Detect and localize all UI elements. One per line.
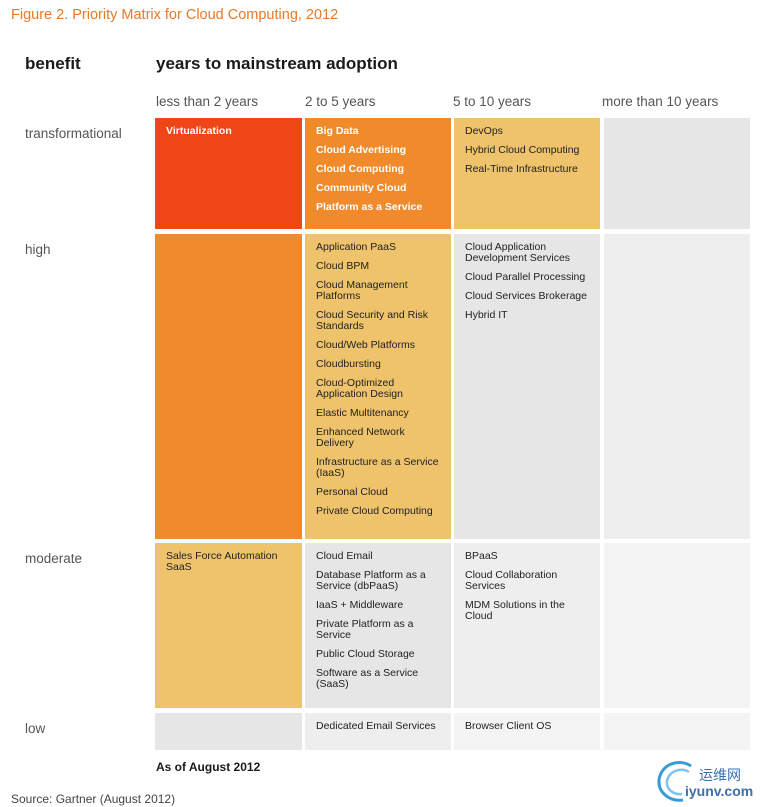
matrix-cell-3-2: Browser Client OS [454, 713, 600, 750]
matrix-item: Database Platform as a Service (dbPaaS) [316, 569, 426, 592]
matrix-item: Browser Client OS [465, 720, 552, 732]
matrix-cell-2-2: BPaaS Cloud Collaboration Services MDM Sol… [454, 543, 600, 708]
matrix-cell-1-1: Application PaaS Cloud BPM Cloud Managemen… [305, 234, 451, 539]
matrix-cell-1-0 [155, 234, 302, 539]
matrix-item: DevOps [465, 125, 503, 137]
matrix-item: Sales Force Automation SaaS [166, 550, 278, 573]
source-note: Source: Gartner (August 2012) [11, 792, 176, 806]
matrix-cell-1-3 [604, 234, 750, 539]
benefit-header: benefit [25, 54, 81, 73]
matrix-cell-2-1: Cloud Email Database Platform as a Servic… [305, 543, 451, 708]
matrix-item: Virtualization [166, 125, 232, 137]
watermark-cn: 运维网 [699, 767, 741, 783]
matrix-item: Cloud Advertising [316, 144, 407, 156]
figure-title: Figure 2. Priority Matrix for Cloud Comp… [11, 7, 339, 23]
matrix-cell-0-3 [604, 118, 750, 229]
matrix-item: Cloudbursting [316, 358, 381, 370]
matrix-item: Software as a Service (SaaS) [316, 667, 419, 690]
col-header-more-than-10: more than 10 years [602, 94, 719, 109]
row-header-low: low [25, 721, 46, 736]
matrix-cell-3-1: Dedicated Email Services [305, 713, 451, 750]
matrix-item: Cloud Computing [316, 163, 405, 175]
matrix-cell-0-0: Virtualization [155, 118, 302, 229]
matrix-item: Cloud Security and Risk Standards [316, 309, 429, 332]
matrix-item: Cloud Email [316, 550, 373, 562]
matrix-cell-1-2: Cloud Application Development Services Cl… [454, 234, 600, 539]
as-of-note: As of August 2012 [156, 760, 261, 774]
matrix-cell-0-1: Big Data Cloud Advertising Cloud Computing… [305, 118, 451, 229]
matrix-item: Application PaaS [316, 241, 396, 253]
watermark-en: iyunv.com [685, 783, 754, 799]
matrix-item: Hybrid Cloud Computing [465, 144, 580, 156]
matrix-cell-2-0: Sales Force Automation SaaS [155, 543, 302, 708]
matrix-item: Infrastructure as a Service (IaaS) [316, 456, 439, 479]
matrix-item: Private Cloud Computing [316, 505, 433, 517]
matrix-cell-3-0 [155, 713, 302, 750]
col-header-less-than-2: less than 2 years [156, 94, 259, 109]
matrix-item: Cloud/Web Platforms [316, 339, 416, 351]
matrix-item: Community Cloud [316, 182, 407, 194]
matrix-item: Private Platform as a Service [316, 618, 414, 641]
matrix-item: Public Cloud Storage [316, 648, 415, 660]
matrix-item: Platform as a Service [316, 201, 423, 213]
matrix-item: Real-Time Infrastructure [465, 163, 578, 175]
matrix-item: Cloud Collaboration Services [465, 569, 558, 592]
matrix-item: BPaaS [465, 550, 498, 562]
watermark-swirl-icon [657, 761, 692, 802]
col-header-5-to-10: 5 to 10 years [453, 94, 532, 109]
matrix-item: Cloud Application Development Services [465, 241, 571, 264]
matrix-item: Big Data [316, 125, 359, 137]
matrix-item: Hybrid IT [465, 309, 508, 321]
matrix-item: IaaS + Middleware [316, 599, 404, 611]
matrix-cell-2-3 [604, 543, 750, 708]
matrix-item: Personal Cloud [316, 486, 388, 498]
matrix-item: Cloud Management Platforms [316, 279, 408, 302]
matrix-item: Enhanced Network Delivery [316, 426, 405, 449]
watermark-logo: 运维网 iyunv.com [655, 758, 755, 804]
row-header-moderate: moderate [25, 551, 83, 566]
matrix-item: Cloud Parallel Processing [465, 271, 586, 283]
row-header-transformational: transformational [25, 126, 122, 141]
matrix-item: Dedicated Email Services [316, 720, 436, 732]
matrix-cell-0-2: DevOps Hybrid Cloud Computing Real-Time In… [454, 118, 600, 229]
matrix-cell-3-3 [604, 713, 750, 750]
matrix-item: Cloud Services Brokerage [465, 290, 587, 302]
row-header-high: high [25, 242, 51, 257]
matrix-item: MDM Solutions in the Cloud [465, 599, 565, 622]
years-header: years to mainstream adoption [156, 54, 398, 73]
matrix-item: Elastic Multitenancy [316, 407, 409, 419]
matrix-item: Cloud BPM [316, 260, 370, 272]
col-header-2-to-5: 2 to 5 years [305, 94, 376, 109]
matrix-item: Cloud-Optimized Application Design [316, 377, 403, 400]
